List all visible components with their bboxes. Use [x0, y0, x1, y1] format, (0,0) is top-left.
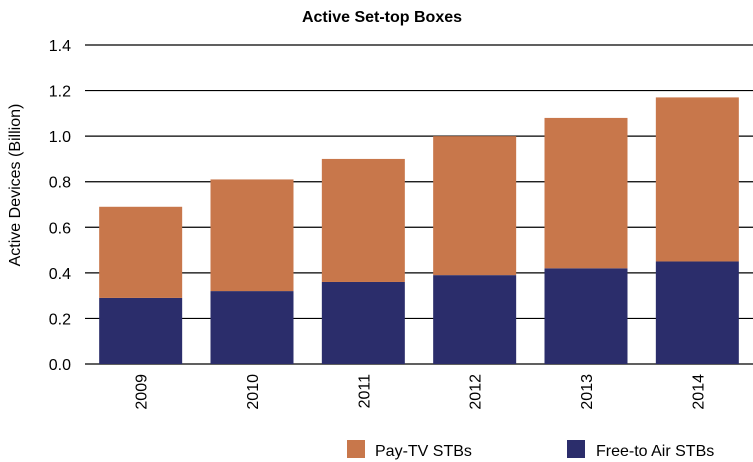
y-tick-label: 1.4	[49, 38, 71, 55]
bar-free-to-air-2013	[544, 268, 628, 364]
y-tick-label: 0.6	[49, 220, 71, 237]
x-axis-ticks: 2009 2010 2011 2012 2013 2014	[134, 374, 708, 410]
x-tick-label: 2014	[690, 374, 707, 410]
bar-free-to-air-2014	[655, 261, 739, 364]
grid-lines	[85, 44, 753, 365]
bar-free-to-air-2009	[99, 297, 183, 364]
bar-free-to-air-2010	[210, 291, 294, 364]
x-tick-label: 2013	[579, 374, 596, 410]
y-axis-label: Active Devices (Billion)	[7, 104, 24, 267]
legend: Pay-TV STBs Free-to Air STBs	[347, 440, 714, 460]
y-tick-label: 1.2	[49, 84, 71, 101]
bar-free-to-air-2011	[321, 281, 405, 364]
x-tick-label: 2010	[245, 374, 262, 410]
bar-free-to-air-2012	[433, 275, 517, 364]
chart-title: Active Set-top Boxes	[302, 9, 462, 26]
y-tick-label: 0.2	[49, 311, 71, 328]
legend-swatch	[567, 440, 585, 458]
y-tick-label: 0.8	[49, 175, 71, 192]
legend-label: Pay-TV STBs	[375, 443, 472, 460]
legend-label: Free-to Air STBs	[596, 443, 714, 460]
bar-pay-tv-2011	[321, 158, 405, 282]
y-axis-ticks: 0.0 0.2 0.4 0.6 0.8 1.0 1.2 1.4	[49, 38, 71, 374]
bar-pay-tv-2012	[433, 136, 517, 276]
bar-pay-tv-2014	[655, 97, 739, 262]
bars	[99, 97, 739, 364]
y-tick-label: 0.0	[49, 357, 71, 374]
x-tick-label: 2011	[356, 374, 373, 409]
bar-pay-tv-2010	[210, 179, 294, 292]
x-tick-label: 2009	[134, 374, 151, 410]
bar-pay-tv-2009	[99, 206, 183, 298]
y-tick-label: 0.4	[49, 266, 71, 283]
bar-pay-tv-2013	[544, 117, 628, 269]
x-tick-label: 2012	[468, 374, 485, 410]
y-tick-label: 1.0	[49, 129, 71, 146]
legend-swatch	[347, 440, 365, 458]
